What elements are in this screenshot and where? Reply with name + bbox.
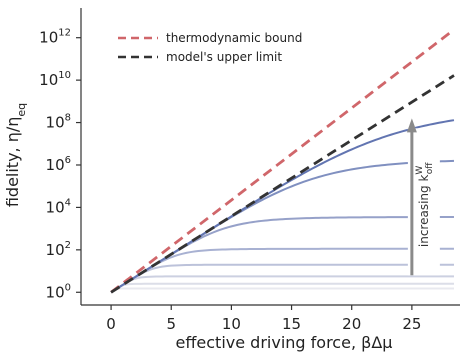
- series-line-1: [110, 287, 454, 294]
- x-tick-label: 15: [282, 315, 301, 333]
- series-line-5: [110, 247, 454, 294]
- series-line-2: [110, 282, 454, 294]
- reference-line-model-upper-limit: [110, 74, 455, 294]
- y-axis-title-group: fidelity, η/ηeq: [3, 103, 28, 207]
- series-line-3: [110, 275, 454, 294]
- annotation-arrowhead: [406, 118, 417, 133]
- x-tick-label: 25: [402, 315, 421, 333]
- annotation-label: increasing kWoff: [415, 162, 435, 247]
- series-line-4: [110, 263, 454, 294]
- legend: thermodynamic bound model's upper limit: [108, 24, 318, 70]
- annotation: increasing kWoff: [406, 118, 440, 276]
- x-tick-label: 5: [166, 315, 176, 333]
- y-tick-label: 108: [46, 113, 71, 132]
- legend-box: [108, 24, 318, 70]
- y-tick-label: 106: [46, 155, 71, 174]
- series-line-7: [110, 159, 455, 294]
- legend-label-thermodynamic-bound: thermodynamic bound: [166, 31, 302, 45]
- series-line-6: [110, 216, 454, 294]
- y-tick-label: 102: [46, 240, 71, 259]
- x-tick-label: 0: [106, 315, 116, 333]
- y-tick-label: 100: [46, 282, 71, 301]
- x-axis-title: effective driving force, βΔμ: [176, 333, 393, 352]
- reference-line-thermodynamic-bound: [110, 28, 455, 294]
- plot-area: [110, 28, 455, 294]
- axes: [80, 8, 460, 306]
- y-axis-title: fidelity, η/ηeq: [3, 103, 28, 207]
- y-tick-label: 1012: [39, 28, 71, 47]
- y-tick-label: 1010: [39, 70, 71, 89]
- y-tick-label: 104: [46, 197, 71, 216]
- x-tick-label: 20: [342, 315, 361, 333]
- ticks: 0 5 10 15 20 25 100 102 104 106 108 1010 1012: [39, 28, 421, 333]
- legend-label-model-upper-limit: model's upper limit: [166, 50, 282, 64]
- x-tick-label: 10: [222, 315, 241, 333]
